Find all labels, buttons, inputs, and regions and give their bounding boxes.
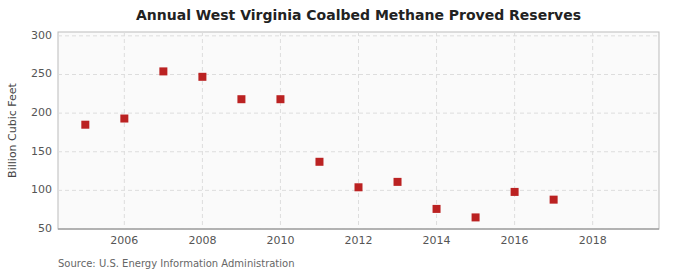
x-tick-label: 2018 — [579, 234, 607, 247]
y-tick-label: 200 — [31, 106, 52, 119]
y-axis-label: Billion Cubic Feet — [6, 82, 19, 177]
x-grid-line — [202, 32, 203, 229]
source-note: Source: U.S. Energy Information Administ… — [58, 258, 295, 269]
data-point — [198, 73, 206, 81]
chart-container: 50 100 150 200 250 300 2006 2008 2010 2012 2014 201… — [0, 0, 675, 275]
x-tick-label: 2014 — [423, 234, 451, 247]
x-grid-line — [592, 32, 593, 229]
x-tick-label: 2012 — [345, 234, 373, 247]
data-point — [472, 213, 480, 221]
y-tick-label: 300 — [31, 29, 52, 42]
x-grid-line — [358, 32, 359, 229]
y-grid-line — [58, 229, 659, 230]
x-grid-line — [514, 32, 515, 229]
data-point — [237, 95, 245, 103]
axes: 50 100 150 200 250 300 2006 2008 2010 2012 2014 201… — [31, 29, 659, 247]
data-point — [315, 158, 323, 166]
y-tick-label: 150 — [31, 145, 52, 158]
chart-title: Annual West Virginia Coalbed Methane Pro… — [136, 7, 581, 23]
grid — [58, 32, 659, 229]
x-grid-line — [436, 32, 437, 229]
x-tick-label: 2006 — [110, 234, 138, 247]
x-axis-line — [58, 229, 659, 230]
data-point — [550, 196, 558, 204]
data-point — [433, 205, 441, 213]
y-tick-label: 100 — [31, 183, 52, 196]
data-point — [511, 188, 519, 196]
points — [81, 67, 557, 221]
data-point — [355, 183, 363, 191]
x-tick-label: 2016 — [501, 234, 529, 247]
x-tick-label: 2010 — [266, 234, 294, 247]
x-grid-line — [280, 32, 281, 229]
x-grid-line — [124, 32, 125, 229]
data-point — [159, 67, 167, 75]
data-point — [81, 121, 89, 129]
y-tick-label: 250 — [31, 67, 52, 80]
chart-svg: 50 100 150 200 250 300 2006 2008 2010 2012 2014 201… — [0, 0, 675, 275]
data-point — [394, 178, 402, 186]
x-tick-label: 2008 — [188, 234, 216, 247]
data-point — [276, 95, 284, 103]
plot-frame — [58, 32, 659, 229]
y-tick-label: 50 — [38, 222, 52, 235]
data-point — [120, 115, 128, 123]
